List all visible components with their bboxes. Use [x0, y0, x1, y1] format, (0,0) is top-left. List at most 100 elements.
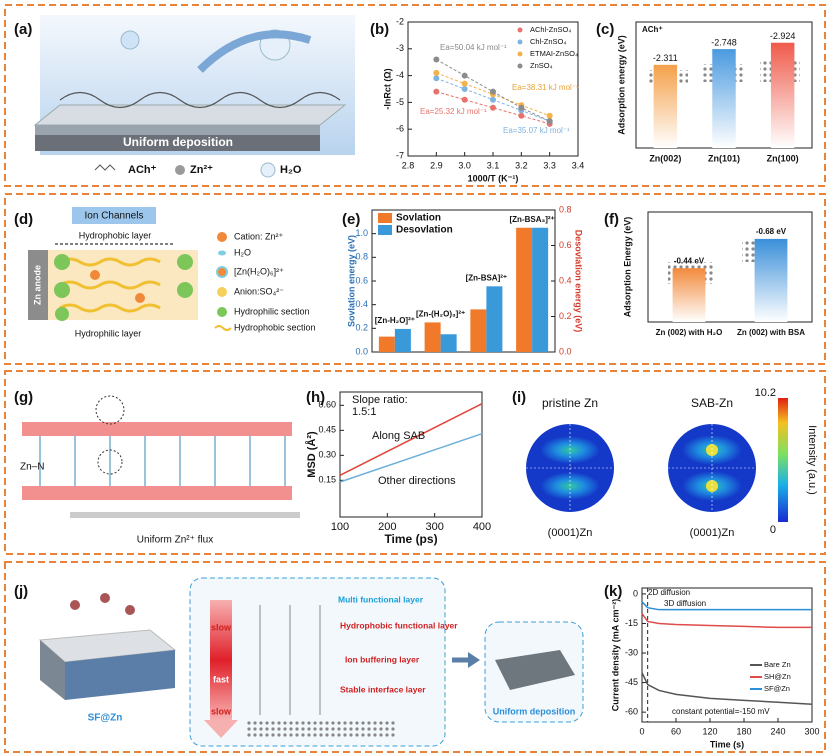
- row-frame: [4, 193, 826, 365]
- icon: [218, 250, 226, 256]
- y2-tick-label: 0.4: [559, 275, 572, 285]
- panel-label: (d): [14, 211, 33, 228]
- value-label: -0.44 eV: [674, 256, 705, 265]
- x-tick-label: 3.3: [543, 160, 556, 170]
- x-axis-label: 1000/T (K⁻¹): [468, 173, 519, 183]
- bar: [394, 328, 411, 352]
- point: [433, 56, 440, 63]
- colorbar-tick: 10.2: [755, 387, 776, 399]
- substrate: [245, 720, 395, 738]
- row-frame: [4, 561, 826, 753]
- legend-text: H₂O: [234, 247, 251, 257]
- label: Uniform deposition: [493, 706, 576, 716]
- line: [641, 613, 812, 629]
- bar: [672, 268, 706, 322]
- annotation: 3D diffusion: [664, 599, 706, 608]
- layer-label: Multi functional layer: [338, 594, 424, 604]
- title: pristine Zn: [542, 396, 598, 410]
- substrate: [35, 135, 320, 151]
- panel-j: SF@Zn slow fast slow Multi functional la…: [38, 577, 584, 747]
- icon: [217, 287, 227, 297]
- category-label: Zn (002) with H₂O: [656, 328, 723, 337]
- speed: slow: [211, 622, 232, 632]
- section: [54, 254, 70, 270]
- y-tick-label: -5: [396, 97, 404, 107]
- icon: [175, 165, 185, 175]
- annotation: ACh⁺: [642, 25, 663, 34]
- legend-label: Sovlation: [396, 213, 441, 224]
- section: [54, 282, 70, 298]
- y-tick-label: 0.8: [355, 252, 368, 262]
- cluster: [95, 395, 125, 425]
- y-tick-label: 0: [633, 588, 638, 598]
- point: [546, 112, 553, 119]
- y-tick-label: 1.0: [355, 228, 368, 238]
- section: [177, 282, 193, 298]
- legend-key: [517, 39, 523, 45]
- bar: [770, 42, 795, 148]
- x-tick-label: 3.1: [487, 160, 500, 170]
- panel-label: (e): [342, 211, 360, 228]
- point: [461, 96, 468, 103]
- x-tick-label: 300: [425, 521, 443, 533]
- layer-label: Hydrophobic functional layer: [340, 620, 458, 630]
- panel-label: (j): [14, 583, 28, 600]
- y-tick-label: -60: [625, 707, 638, 717]
- bubble: [120, 30, 140, 50]
- arrow: [197, 30, 312, 73]
- x-axis-label: Time (s): [710, 739, 744, 749]
- speed: fast: [213, 674, 229, 684]
- legend-label: Chl-ZnSO₄: [530, 37, 566, 46]
- legend-label: SF@Zn: [764, 684, 790, 693]
- zoom-box: [189, 577, 446, 747]
- chains: [259, 605, 321, 715]
- line: [339, 402, 483, 477]
- cation: [135, 293, 145, 303]
- legend-text: H₂O: [280, 164, 302, 176]
- panel-label: (c): [596, 21, 614, 38]
- facet: (0001)Zn: [690, 527, 735, 539]
- icon: [217, 232, 227, 242]
- legend-key: [378, 213, 392, 223]
- layer: [35, 125, 320, 135]
- x-tick-label: 120: [702, 726, 717, 736]
- y2-axis-label: Desovlation energy (eV): [574, 230, 584, 333]
- legend-text: Cation: Zn²⁺: [234, 231, 284, 241]
- chains: [59, 257, 161, 313]
- point: [490, 96, 496, 103]
- value-label: -2.748: [711, 37, 737, 47]
- y2-tick-label: 0.0: [559, 346, 572, 356]
- plot-frame: [647, 211, 813, 323]
- cation: [90, 270, 100, 280]
- arrow: [210, 600, 232, 720]
- y-axis-label: -lnRct (Ω): [382, 68, 392, 109]
- y-axis-label: Current density (mA cm⁻²): [610, 599, 620, 711]
- y2-tick-label: 0.8: [559, 204, 572, 214]
- panel-g: Zn–N Uniform Zn²⁺ flux: [20, 395, 300, 546]
- y2-tick-label: 0.2: [559, 311, 572, 321]
- row-frame: [4, 4, 826, 187]
- legend-text: Anion:SO₄²⁻: [234, 286, 284, 296]
- point: [546, 118, 553, 125]
- annotation: constant potential=-150 mV: [672, 707, 770, 716]
- x-tick-label: 3.2: [515, 160, 528, 170]
- point: [518, 112, 525, 119]
- annotation: Ea=38.31 kJ mol⁻¹: [512, 83, 579, 92]
- y2-tick-label: 0.6: [559, 240, 572, 250]
- layer: [33, 104, 347, 126]
- point: [433, 69, 440, 76]
- x-tick-label: 240: [770, 726, 785, 736]
- x-tick-label: 100: [331, 521, 349, 533]
- label: Hydrophobic layer: [79, 230, 152, 240]
- x-tick-label: 2.9: [430, 160, 443, 170]
- legend-label: AChl-ZnSO₄: [530, 25, 571, 34]
- layer: [22, 486, 292, 500]
- icon: [216, 266, 228, 278]
- legend-key: [378, 225, 392, 235]
- y-tick-label: 0.6: [355, 275, 368, 285]
- category-label: Zn(101): [708, 153, 740, 163]
- panel-a: Uniform deposition ACh⁺ Zn²⁺ H₂O: [33, 15, 355, 178]
- legend-text: Zn²⁺: [190, 164, 213, 176]
- chart: -60 -45 -30 -15 0 0 60 120 180 240 300 Time (s) Curr…: [610, 587, 820, 749]
- line: [339, 432, 483, 483]
